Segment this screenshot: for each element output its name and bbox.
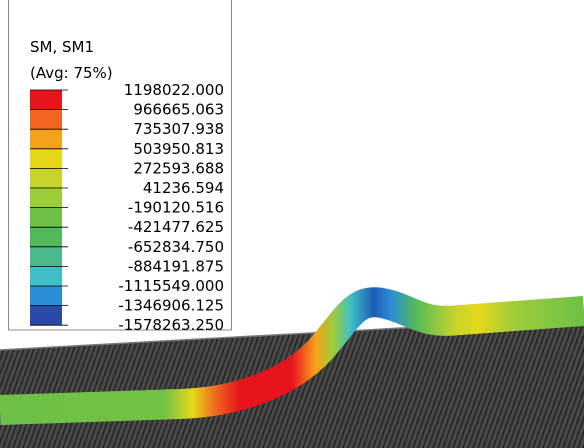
legend-subtitle: (Avg: 75%)	[30, 64, 113, 82]
legend-label: 735307.938	[133, 120, 224, 138]
legend-label: 272593.688	[133, 159, 224, 177]
legend-label: 503950.813	[133, 140, 224, 158]
legend-label: -421477.625	[128, 218, 224, 236]
legend-label: 966665.063	[133, 101, 224, 119]
legend-label: -884191.875	[128, 257, 224, 275]
page: SM, SM1 (Avg: 75%) 1198022.000 966665.063…	[0, 0, 584, 448]
legend-label: -1578263.250	[118, 316, 224, 334]
legend-label: 1198022.000	[124, 81, 224, 99]
legend-title: SM, SM1	[30, 38, 94, 56]
viewport: SM, SM1 (Avg: 75%) 1198022.000 966665.063…	[0, 0, 584, 448]
legend-label: -652834.750	[128, 238, 224, 256]
legend-label: -1346906.125	[118, 297, 224, 315]
legend-label: 41236.594	[143, 179, 224, 197]
legend-label: -1115549.000	[118, 277, 224, 295]
legend-label: -190120.516	[128, 199, 224, 217]
